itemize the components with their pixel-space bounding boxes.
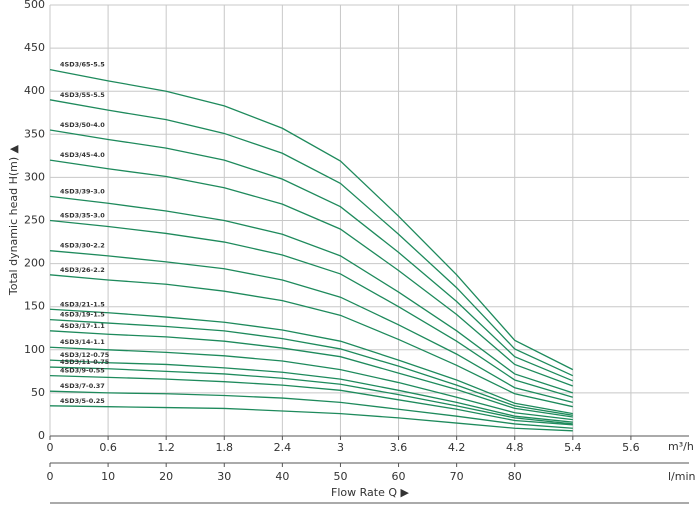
x-tick-label: 1.8 <box>216 441 234 454</box>
x2-tick-label: 80 <box>508 470 522 483</box>
y-axis-label: Total dynamic head H(m) ▲ <box>7 144 20 296</box>
pump-curve <box>49 274 573 408</box>
x-tick-label: 0 <box>47 441 54 454</box>
pump-curve <box>49 129 574 382</box>
pump-curve <box>49 250 573 404</box>
x2-tick-label: 30 <box>217 470 231 483</box>
x-tick-label: 4.2 <box>448 441 466 454</box>
pump-curve <box>49 308 573 415</box>
pump-curve <box>49 159 574 387</box>
pump-curve <box>49 390 573 429</box>
pump-curve <box>49 375 573 426</box>
x-tick-label: 0.6 <box>99 441 117 454</box>
pump-curve <box>49 195 574 394</box>
y-tick-label: 100 <box>24 343 45 356</box>
pump-curve <box>49 99 574 377</box>
curve-label: 4SD3/9-0.55 <box>60 367 105 375</box>
pump-curve <box>49 219 574 398</box>
curve-label: 4SD3/55-5.5 <box>60 91 105 99</box>
x-axis-label: Flow Rate Q ▶ <box>331 486 409 499</box>
x-tick-label: 5.4 <box>564 441 582 454</box>
pump-curve <box>49 405 573 432</box>
curve-label: 4SD3/50-4.0 <box>60 121 105 129</box>
y-tick-label: 150 <box>24 300 45 313</box>
curve-label: 4SD3/21-1.5 <box>60 300 105 308</box>
pump-curve <box>49 366 573 425</box>
x2-tick-label: 70 <box>450 470 464 483</box>
x-tick-label: 4.8 <box>506 441 524 454</box>
x-tick-label: 3 <box>337 441 344 454</box>
x-tick-label: 1.2 <box>157 441 175 454</box>
y-tick-label: 350 <box>24 127 45 140</box>
curve-label: 4SD3/30-2.2 <box>60 242 105 250</box>
curve-label: 4SD3/5-0.25 <box>60 397 105 405</box>
x-tick-label: 2.4 <box>274 441 292 454</box>
curve-label: 4SD3/45-4.0 <box>60 151 105 159</box>
curve-label: 4SD3/11-0.75 <box>60 358 110 366</box>
y-tick-label: 50 <box>31 386 45 399</box>
pump-curve <box>49 318 573 416</box>
y-tick-label: 0 <box>38 429 45 442</box>
pump-curve <box>49 69 574 371</box>
pump-curve <box>49 346 573 421</box>
x2-tick-label: 10 <box>101 470 115 483</box>
y-tick-label: 200 <box>24 257 45 270</box>
pump-curve <box>49 330 573 418</box>
x2-unit-label: l/min <box>668 470 696 483</box>
curve-label: 4SD3/26-2.2 <box>60 266 105 274</box>
x2-tick-label: 40 <box>275 470 289 483</box>
y-tick-label: 400 <box>24 84 45 97</box>
curve-label: 4SD3/19-1.5 <box>60 311 105 319</box>
curve-label: 4SD3/39-3.0 <box>60 187 105 195</box>
curve-label: 4SD3/7-0.37 <box>60 382 105 390</box>
curve-label: 4SD3/12-0.75 <box>60 351 110 359</box>
y-tick-label: 300 <box>24 170 45 183</box>
y-tick-label: 450 <box>24 41 45 54</box>
curve-label: 4SD3/14-1.1 <box>60 338 105 346</box>
x-tick-label: 3.6 <box>390 441 408 454</box>
x2-tick-label: 20 <box>159 470 173 483</box>
x2-tick-label: 0 <box>47 470 54 483</box>
x-tick-label: 5.6 <box>622 441 640 454</box>
x2-tick-label: 60 <box>392 470 406 483</box>
pump-curve <box>49 359 573 423</box>
x2-tick-label: 50 <box>333 470 347 483</box>
curve-label: 4SD3/17-1.1 <box>60 322 105 330</box>
y-tick-label: 500 <box>24 0 45 11</box>
curve-label: 4SD3/65-5.5 <box>60 61 105 69</box>
y-tick-label: 250 <box>24 214 45 227</box>
x-unit-label: m³/h <box>668 440 694 453</box>
curve-label: 4SD3/35-3.0 <box>60 212 105 220</box>
